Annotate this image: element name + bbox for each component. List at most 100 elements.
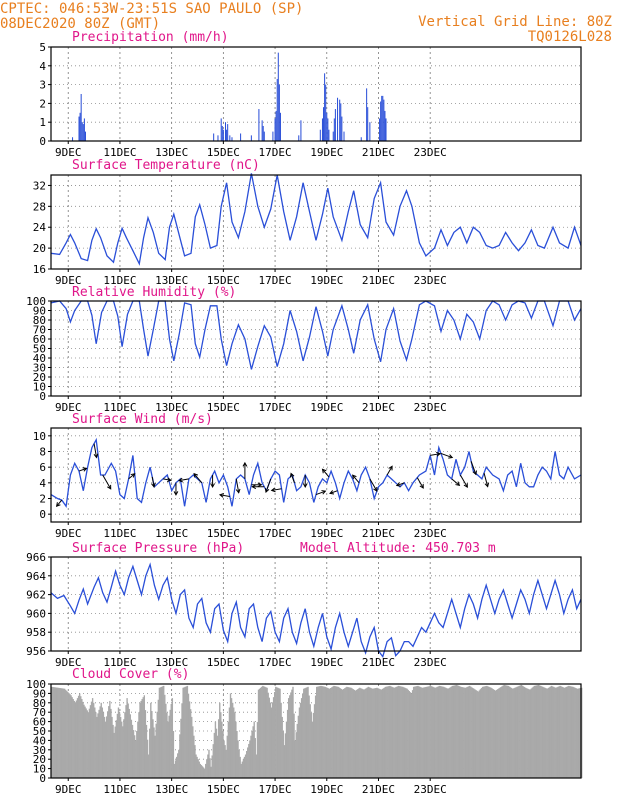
cloud-cover-column — [177, 753, 179, 778]
panel-wind: Surface Wind (m/s) 0 2 4 6 8 10 9DEC 11DEC 13DEC 1… — [33, 412, 582, 540]
cloud-cover-column — [216, 735, 219, 778]
cloud-cover-column — [152, 719, 154, 778]
cloud-cover-column — [57, 687, 59, 778]
precip-bar — [327, 118, 329, 141]
cloud-cover-column — [209, 758, 211, 778]
cloud-cover-column — [324, 686, 326, 778]
wind-arrow-head — [395, 482, 401, 487]
x-tick-label: 17DEC — [259, 274, 292, 287]
cloud-cover-column — [377, 688, 379, 778]
cloud-cover-column — [555, 687, 557, 778]
cloud-cover-column — [293, 713, 295, 778]
cloud-cover-column — [373, 688, 375, 778]
cloud-cover-column — [72, 699, 74, 778]
cloud-cover-column — [418, 686, 420, 778]
cloud-cover-column — [312, 712, 315, 778]
cloud-cover-column — [234, 712, 236, 778]
cloud-cover-column — [180, 718, 182, 778]
wind-arrow-shaft — [78, 467, 87, 472]
wind-arrow — [93, 443, 99, 459]
cloud-cover-column — [174, 760, 177, 778]
cloud-cover-column — [256, 722, 259, 778]
precip-bar — [319, 129, 321, 141]
wind-arrow — [351, 474, 360, 484]
x-tick-label: 13DEC — [155, 401, 188, 414]
cloud-cover-column — [368, 687, 371, 778]
cloud-cover-column — [369, 687, 372, 778]
cloud-cover-column — [480, 687, 483, 778]
wind-arrow-shaft — [483, 472, 489, 487]
panel-title-temp: Surface Temperature (nC) — [72, 158, 260, 173]
wind-arrow — [451, 478, 461, 487]
cloud-cover-column — [91, 698, 94, 778]
cloud-cover-column — [482, 686, 485, 778]
cloud-cover-column — [568, 685, 570, 778]
cloud-cover-column — [460, 686, 462, 778]
cloud-cover-column — [145, 724, 148, 778]
cloud-cover-column — [84, 706, 86, 778]
wind-arrow-head — [351, 474, 357, 480]
cloud-cover-column — [330, 687, 332, 778]
series-line-pressure — [50, 562, 582, 659]
cloud-cover-column — [542, 686, 544, 778]
cloud-cover-column — [374, 688, 376, 778]
y-tick-label-pressure: 962 — [26, 589, 46, 602]
cloud-cover-column — [535, 685, 538, 778]
cloud-cover-column — [499, 687, 501, 778]
cloud-cover-column — [356, 689, 359, 778]
cloud-cover-column — [475, 690, 477, 778]
cloud-cover-column — [195, 754, 197, 778]
cloud-cover-column — [477, 691, 479, 778]
cloud-cover-column — [458, 685, 460, 778]
wind-arrow — [251, 484, 265, 490]
precip-bar — [83, 118, 85, 141]
y-tick-label-pressure: 956 — [26, 645, 46, 658]
y-tick-label-temp: 16 — [33, 263, 46, 276]
cloud-cover-column — [464, 687, 467, 778]
y-tick-label-rh: 80 — [33, 314, 46, 327]
y-tick-label-precip: 2 — [39, 97, 46, 110]
cloud-cover-column — [537, 684, 540, 778]
cloud-cover-column — [489, 687, 491, 778]
cloud-cover-column — [405, 688, 407, 778]
header-run-time: 08DEC2020 80Z (GMT) — [0, 16, 160, 32]
wind-arrow — [251, 482, 263, 488]
cloud-cover-column — [484, 686, 486, 778]
y-tick-label-temp: 32 — [33, 179, 46, 192]
x-tick-label: 15DEC — [207, 783, 240, 796]
cloud-cover-column — [171, 698, 174, 778]
precip-bar — [227, 124, 229, 141]
cloud-cover-column — [225, 749, 227, 778]
cloud-cover-column — [51, 686, 53, 778]
cloud-cover-column — [112, 724, 114, 778]
precip-bar — [274, 118, 276, 141]
cloud-cover-column — [168, 715, 170, 778]
wind-arrow-head — [448, 454, 454, 459]
cloud-cover-column — [79, 693, 81, 778]
cloud-cover-column — [61, 688, 64, 778]
wind-arrow-head — [242, 461, 248, 467]
cloud-cover-column — [339, 688, 342, 778]
cloud-cover-column — [83, 704, 85, 778]
cloud-cover-column — [358, 688, 360, 778]
cloud-cover-column — [472, 687, 474, 778]
precip-bar — [278, 84, 280, 141]
cloud-cover-column — [119, 716, 122, 778]
cloud-cover-column — [213, 732, 216, 778]
cloud-cover-column — [416, 686, 418, 778]
cloud-cover-column — [131, 724, 134, 778]
cloud-cover-column — [306, 687, 308, 778]
cloud-cover-column — [552, 686, 555, 778]
y-tick-label-wind: 8 — [39, 446, 46, 459]
cloud-cover-column — [141, 699, 143, 778]
cloud-cover-column — [514, 687, 516, 778]
cloud-cover-column — [459, 686, 461, 778]
wind-arrow — [218, 493, 230, 498]
y-tick-label-rh: 70 — [33, 324, 46, 337]
cloud-cover-column — [267, 692, 269, 778]
wind-arrow — [289, 472, 295, 484]
cloud-cover-column — [81, 699, 83, 778]
x-tick-label: 15DEC — [207, 527, 240, 540]
cloud-cover-column — [115, 720, 118, 778]
x-tick-label: 9DEC — [55, 401, 82, 414]
